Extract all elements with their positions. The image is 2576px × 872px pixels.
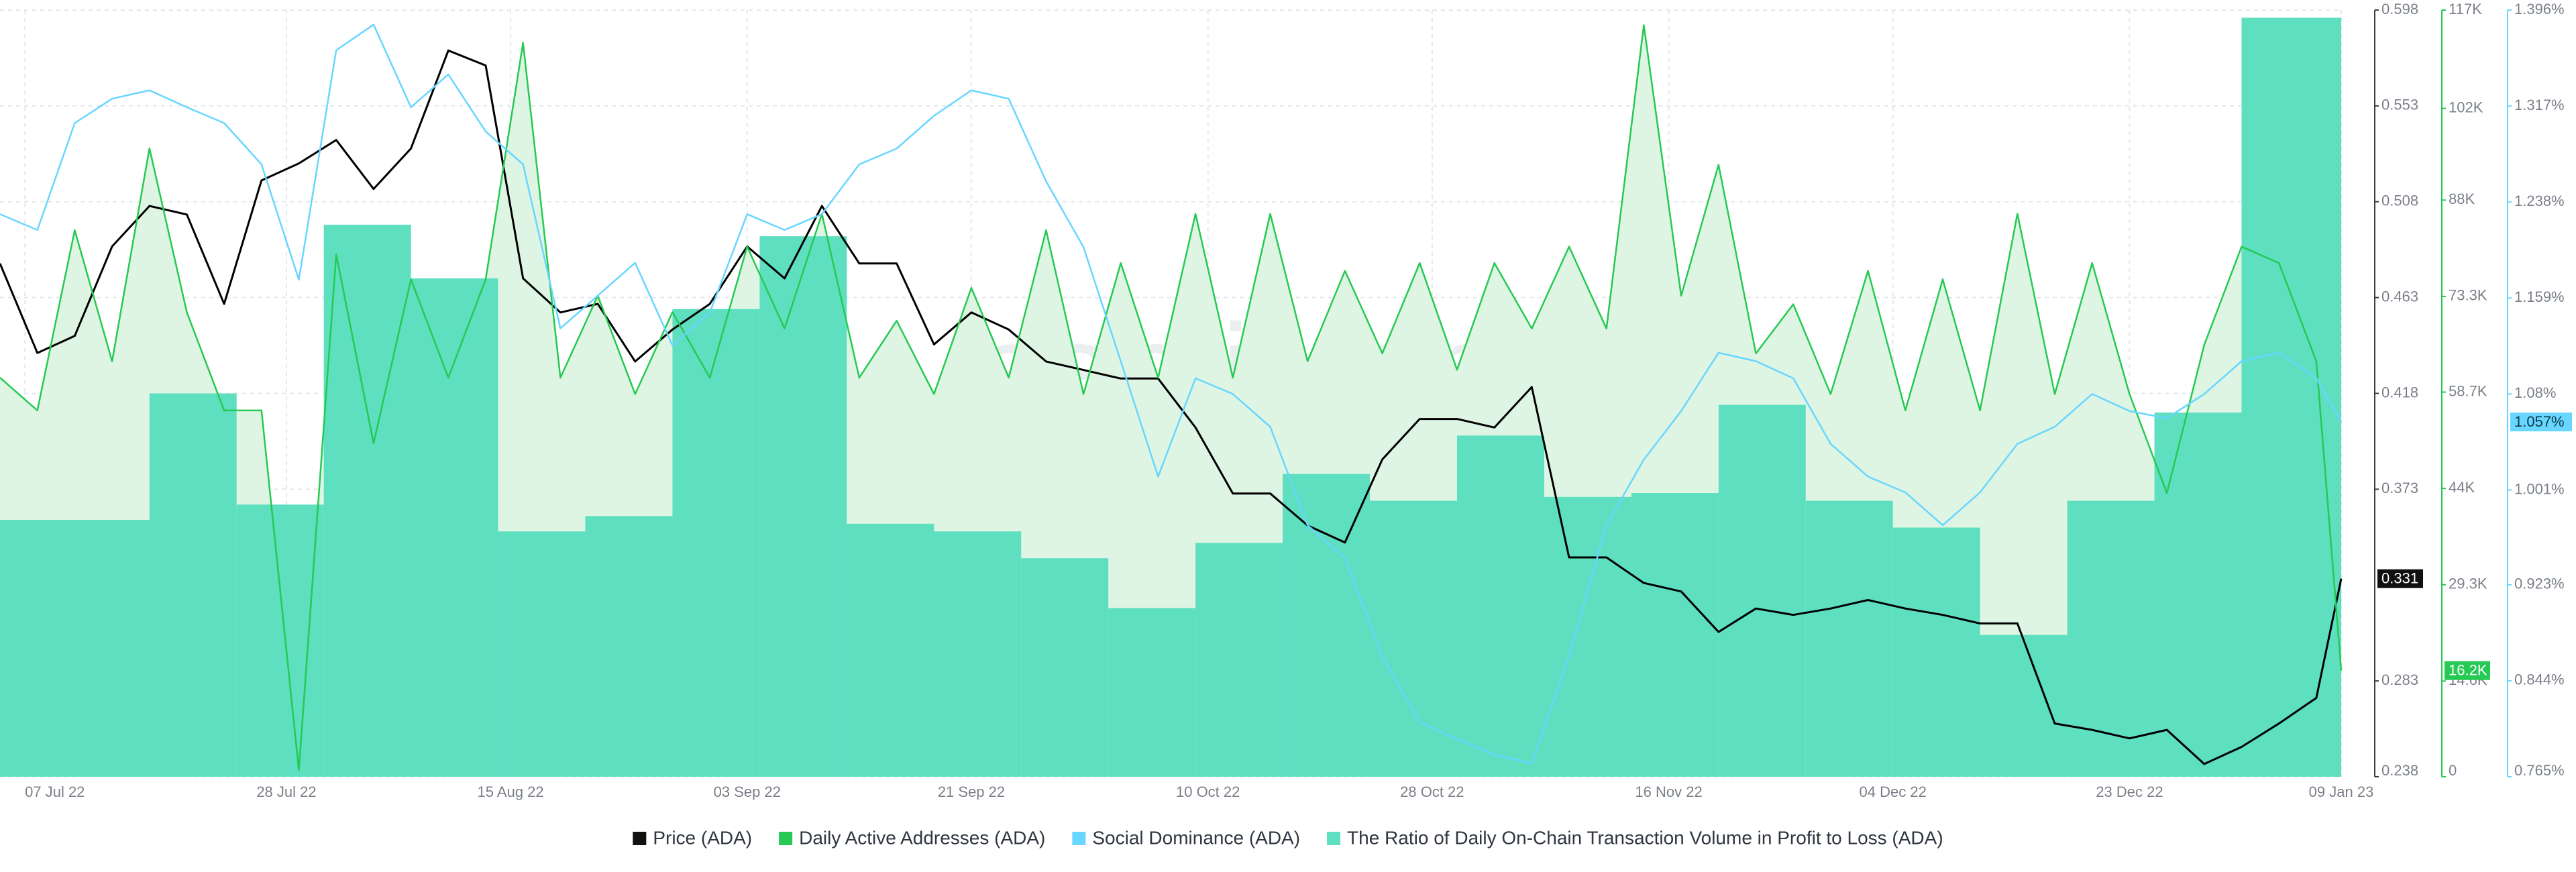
y-tick-label: 1.238%: [2514, 193, 2565, 209]
legend-label: The Ratio of Daily On-Chain Transaction …: [1347, 827, 1943, 848]
x-tick-label: 28 Oct 22: [1400, 783, 1464, 800]
x-tick-label: 09 Jan 23: [2309, 783, 2374, 800]
y-tick-label: 102K: [2449, 99, 2483, 115]
x-tick-label: 04 Dec 22: [1860, 783, 1927, 800]
current-value-label: 16.2K: [2449, 662, 2487, 679]
current-value-label: 0.331: [2381, 570, 2418, 587]
x-tick-label: 23 Dec 22: [2096, 783, 2163, 800]
bar: [672, 309, 760, 777]
legend-swatch: [1072, 832, 1086, 845]
legend: Price (ADA) Daily Active Addresses (ADA) S…: [633, 827, 1943, 848]
legend-swatch: [1327, 832, 1341, 845]
y-tick-label: 44K: [2449, 479, 2475, 496]
current-value-box: [2377, 569, 2423, 588]
bar: [1631, 493, 1719, 777]
bar: [236, 504, 324, 777]
x-tick-label: 15 Aug 22: [478, 783, 544, 800]
line: [0, 49, 2343, 765]
y-tick-label: 1.08%: [2514, 384, 2556, 401]
bar: [1892, 527, 1980, 777]
x-tick-label: 03 Sep 22: [714, 783, 781, 800]
bar: [323, 225, 411, 777]
legend-label: Social Dominance (ADA): [1092, 827, 1300, 848]
bar: [0, 520, 150, 777]
bar: [1021, 558, 1109, 777]
bar: [2067, 500, 2155, 777]
y-tick-label: 0.598: [2381, 1, 2418, 17]
legend-swatch: [633, 832, 647, 845]
bar: [1108, 608, 1196, 777]
legend-label: Daily Active Addresses (ADA): [799, 827, 1045, 848]
y-tick-label: 0.373: [2381, 480, 2418, 496]
axes: 07 Jul 22 28 Jul 22 15 Aug 22 03 Sep 22 21 S…: [25, 1, 2572, 800]
bar: [1456, 435, 1544, 777]
bar: [759, 236, 847, 777]
x-tick-label: 21 Sep 22: [938, 783, 1005, 800]
bar: [1195, 543, 1283, 777]
y-tick-label: 73.3K: [2449, 287, 2487, 304]
bar: [2241, 17, 2341, 777]
y-tick-label: 117K: [2449, 1, 2482, 17]
bar: [1370, 500, 1457, 777]
y-tick-label: 0.765%: [2514, 762, 2565, 779]
y-tick-label: 0.844%: [2514, 671, 2565, 688]
y-tick-label: 1.001%: [2514, 480, 2565, 497]
y-tick-label: 0.508: [2381, 193, 2418, 209]
y-tick-label: 0.553: [2381, 97, 2418, 113]
y-tick-label: 0.238: [2381, 762, 2418, 779]
bar: [1283, 474, 1371, 777]
bar: [411, 278, 498, 777]
line: [0, 24, 2343, 771]
bar: [1718, 404, 1806, 777]
y-tick-label: 29.3K: [2449, 576, 2487, 592]
y-tick-label: 88K: [2449, 190, 2475, 207]
bar: [2154, 413, 2242, 777]
y-tick-label: 0.923%: [2514, 576, 2565, 592]
y-tick-label: 0.418: [2381, 384, 2418, 400]
y-tick-label: 58.7K: [2449, 382, 2487, 399]
bar: [1980, 635, 2068, 777]
x-tick-label: 07 Jul 22: [25, 783, 85, 800]
y-tick-label: 0.283: [2381, 671, 2418, 688]
bar: [585, 516, 673, 777]
legend-label: Price (ADA): [653, 827, 752, 848]
bar: [934, 531, 1022, 777]
bar: [1544, 496, 1631, 777]
bar: [498, 531, 586, 777]
bar: [149, 393, 237, 777]
y-tick-label: 0: [2449, 762, 2457, 779]
x-tick-label: 10 Oct 22: [1176, 783, 1240, 800]
current-value-label: 1.057%: [2514, 413, 2565, 430]
legend-swatch: [779, 832, 793, 845]
y-tick-label: 1.159%: [2514, 288, 2565, 305]
lines: [0, 23, 2343, 771]
bar: [847, 523, 934, 777]
current-value-box: [2445, 661, 2490, 680]
y-tick-label: 0.463: [2381, 288, 2418, 305]
x-tick-label: 16 Nov 22: [1635, 783, 1702, 800]
bar: [1805, 500, 1893, 777]
line: [0, 23, 2343, 765]
x-tick-label: 28 Jul 22: [256, 783, 316, 800]
current-value-box: [2510, 413, 2572, 432]
y-tick-label: 1.396%: [2514, 1, 2565, 17]
y-tick-label: 1.317%: [2514, 97, 2565, 113]
